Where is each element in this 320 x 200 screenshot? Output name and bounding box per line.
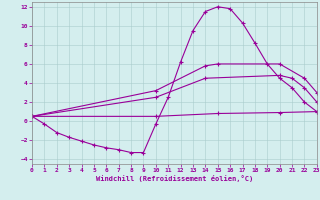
X-axis label: Windchill (Refroidissement éolien,°C): Windchill (Refroidissement éolien,°C): [96, 175, 253, 182]
